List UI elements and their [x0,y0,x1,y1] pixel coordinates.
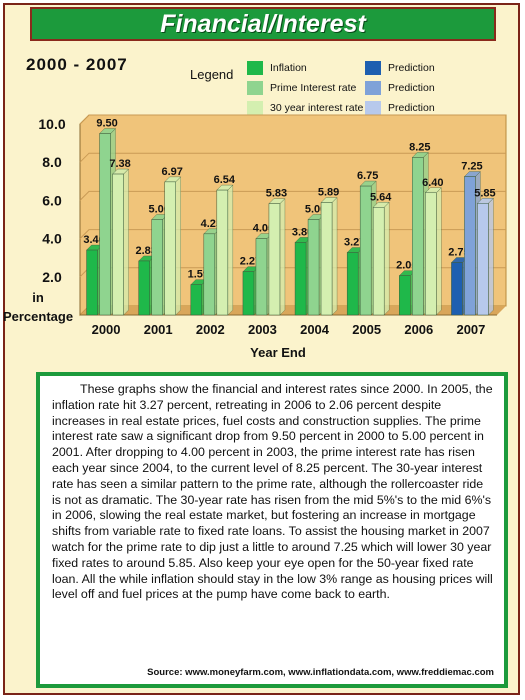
bar [399,275,411,316]
year-range: 2000 - 2007 [26,55,128,74]
value-label: 6.97 [161,166,182,178]
bar [320,202,333,316]
y-tick-label: 8.0 [42,154,62,170]
value-label: 7.38 [109,158,130,170]
value-label: 5.85 [474,187,495,199]
bar [86,249,98,316]
bar [268,203,281,316]
value-label: 6.54 [214,174,236,186]
legend-label-prediction-1: Prediction [388,62,435,74]
legend-item-inflation: Inflation [247,61,307,75]
bar [464,176,476,316]
bar [151,219,163,316]
bar [164,181,176,316]
value-label: 7.25 [461,161,482,173]
bar [412,157,424,316]
legend-title: Legend [190,67,234,82]
bar [203,233,216,316]
bar [372,207,385,316]
y-tick-label: 10.0 [38,116,65,132]
legend-label-prime: Prime Interest rate [270,82,357,94]
bar [190,284,203,316]
x-tick-label: 2001 [144,322,173,337]
legend-label-prediction-2: Prediction [388,82,435,94]
bar [425,192,437,316]
legend-item-prediction-1: Prediction [365,61,435,75]
bar [346,252,359,316]
y-axis-label-line: in [32,290,44,305]
y-tick-label: 6.0 [42,192,62,208]
x-tick-label: 2007 [456,322,485,337]
bar [112,173,124,316]
bar-side [279,198,286,316]
description-text: These graphs show the financial and inte… [52,382,493,602]
legend-swatch-prime [247,81,263,95]
bar [359,185,372,316]
x-tick-label: 2000 [92,322,121,337]
bar-side [331,197,338,316]
title-banner: Financial/Interest [30,7,496,41]
x-tick-label: 2004 [300,322,330,337]
grid-line [79,114,506,125]
value-label: 9.50 [96,118,117,130]
bar [242,271,255,316]
bar [307,219,320,316]
bar-side [383,201,390,316]
x-tick-label: 2005 [352,322,381,337]
source-line: Source: www.moneyfarm.com, www.inflation… [147,667,494,678]
legend-item-prediction-2: Prediction [365,81,435,95]
legend-swatch-prediction-3 [365,101,381,115]
bar [294,242,307,316]
bar-side [436,187,442,316]
bar [99,133,111,316]
legend-swatch-thirty-year [247,101,263,115]
bar-side [227,184,234,316]
legend-label-prediction-3: Prediction [388,102,435,114]
bar [255,238,268,316]
y-axis-label-line: Percentage [3,309,73,324]
bar-side [175,176,181,316]
legend-item-prime: Prime Interest rate [247,81,356,95]
legend-swatch-inflation [247,61,263,75]
bar [451,262,463,316]
legend-item-thirty-year: 30 year interest rate [247,101,363,115]
x-tick-label: 2003 [248,322,277,337]
value-label: 8.25 [409,141,430,153]
legend-swatch-prediction-1 [365,61,381,75]
value-label: 6.75 [357,170,378,182]
bar [477,203,489,316]
bar [216,189,229,316]
banner-title: Financial/Interest [160,9,366,38]
legend-label-inflation: Inflation [270,62,307,74]
value-label: 5.89 [318,187,339,199]
grid-line [79,152,506,163]
value-label: 5.64 [370,191,392,203]
description-box: These graphs show the financial and inte… [36,372,508,688]
x-tick-label: 2006 [404,322,433,337]
bar-side [123,168,129,316]
x-tick-label: 2002 [196,322,225,337]
bar-chart: 10.08.06.04.02.0inPercentage3.409.507.38… [3,114,507,360]
value-label: 6.40 [422,177,443,189]
legend-swatch-prediction-2 [365,81,381,95]
value-label: 5.83 [266,188,287,200]
y-tick-label: 2.0 [42,269,62,285]
legend-item-prediction-3: Prediction [365,101,435,115]
x-axis-label: Year End [250,345,306,360]
y-tick-label: 4.0 [42,231,62,247]
legend-label-thirty-year: 30 year interest rate [270,102,364,114]
bar [138,260,150,316]
bar-side [488,197,494,316]
